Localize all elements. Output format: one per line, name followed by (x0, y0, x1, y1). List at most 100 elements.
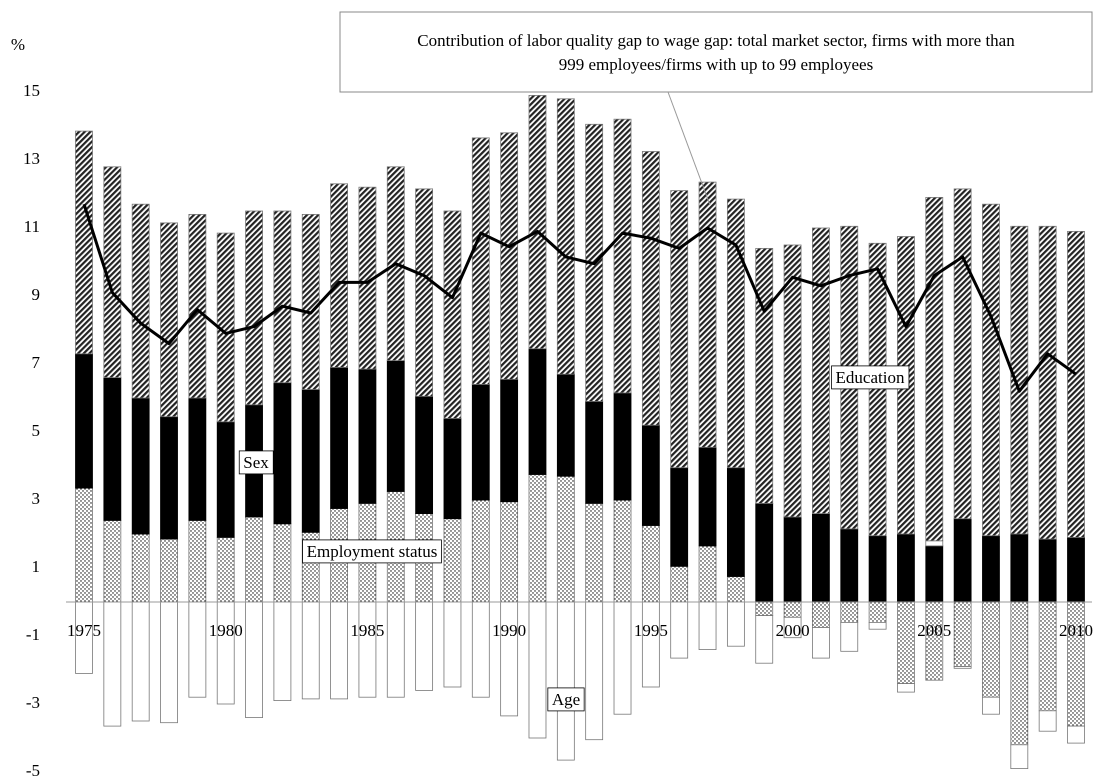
bar-segment (471, 383, 490, 501)
bar-segment (613, 392, 632, 501)
series-label-box (547, 687, 585, 712)
bar-segment (75, 487, 93, 603)
x-tick-label: 1995 (634, 621, 668, 640)
bar-segment (982, 601, 1000, 698)
series-label: Education (836, 368, 905, 387)
bar-segment (330, 366, 348, 509)
bar-segment (443, 210, 462, 419)
bar-segment (726, 576, 745, 603)
bar-segment (755, 502, 774, 603)
bar-segment (358, 601, 377, 698)
bar-segment (528, 601, 547, 739)
bar-segment (471, 601, 490, 698)
bar-segment (783, 601, 802, 618)
bar-segment (698, 446, 717, 547)
callout-pointer (667, 91, 711, 206)
bar-segment (585, 502, 604, 603)
bar-segment (415, 188, 434, 397)
bar-segment (500, 501, 519, 603)
callout-box (339, 11, 1093, 93)
bar-segment (330, 183, 348, 368)
bar-segment (1010, 601, 1029, 746)
bar-segment (160, 601, 178, 724)
bar-segment (415, 601, 434, 691)
x-tick-label: 1975 (67, 621, 101, 640)
bar-segment (75, 353, 93, 489)
callout-line: 999 employees/firms with up to 99 employ… (559, 55, 873, 74)
bar-segment (103, 520, 122, 603)
bar-segment (556, 601, 575, 761)
bar-segment (500, 132, 519, 380)
bar-segment (301, 601, 320, 700)
bar-segment (641, 424, 660, 526)
bar-segment (812, 601, 830, 628)
bar-segment (103, 166, 122, 379)
bar-segment (925, 540, 944, 547)
bar-segment (216, 421, 235, 538)
bar-segment (726, 198, 745, 469)
bar-segment (188, 601, 207, 698)
x-tick-label: 1990 (492, 621, 526, 640)
bar-segment (953, 666, 972, 669)
callout-line: Contribution of labor quality gap to wag… (417, 31, 1015, 50)
bar-segment (726, 467, 745, 577)
bar-segment (698, 545, 717, 603)
y-tick-label: 5 (32, 421, 41, 440)
bar-segment (75, 130, 93, 355)
bar-segment (273, 601, 292, 701)
y-tick-label: 7 (32, 353, 41, 372)
bar-segment (755, 247, 774, 504)
bar-segment (613, 118, 632, 394)
bar-segment (301, 213, 320, 390)
bar-segment (953, 601, 972, 667)
bar-segment (1067, 725, 1085, 744)
y-tick-label: -1 (26, 625, 40, 644)
bar-segment (471, 499, 490, 603)
bar-segment (698, 601, 717, 650)
bar-segment (698, 181, 717, 448)
bar-segment (528, 348, 547, 475)
bar-segment (783, 616, 802, 639)
bar-segment (868, 622, 887, 630)
bar-segment (556, 98, 575, 375)
series-label-box (238, 450, 274, 475)
bar-segment (641, 525, 660, 603)
bar-segment (556, 373, 575, 477)
y-tick-label: 15 (23, 81, 40, 100)
bar-segment (953, 188, 972, 520)
bar-segment (160, 538, 178, 603)
bar-segment (301, 389, 320, 533)
y-unit-label: % (11, 35, 25, 54)
y-tick-label: -3 (26, 693, 40, 712)
y-tick-label: 1 (32, 557, 41, 576)
bar-segment (330, 601, 348, 700)
bar-segment (103, 377, 122, 521)
bar-segment (840, 622, 859, 652)
bar-segment (1038, 225, 1057, 540)
bar-segment (443, 518, 462, 603)
series-label: Age (552, 690, 580, 709)
bar-segment (245, 210, 263, 406)
bar-segment (471, 137, 490, 385)
bar-segment (670, 467, 689, 567)
bar-segment (216, 537, 235, 603)
bar-segment (1038, 710, 1057, 732)
y-tick-label: 3 (32, 489, 41, 508)
bar-segment (415, 395, 434, 514)
bar-segment (925, 601, 944, 681)
x-tick-label: 2000 (776, 621, 810, 640)
bar-segment (1038, 538, 1057, 603)
bar-segment (500, 378, 519, 503)
x-tick-label: 1985 (350, 621, 384, 640)
bar-segment (982, 535, 1000, 603)
bar-segment (1038, 601, 1057, 712)
bar-segment (1067, 230, 1085, 538)
bar-segment (868, 242, 887, 537)
bar-segment (812, 513, 830, 603)
series-label: Employment status (307, 542, 438, 561)
bar-segment (613, 601, 632, 715)
y-tick-label: 11 (24, 217, 40, 236)
bar-segment (273, 382, 292, 525)
